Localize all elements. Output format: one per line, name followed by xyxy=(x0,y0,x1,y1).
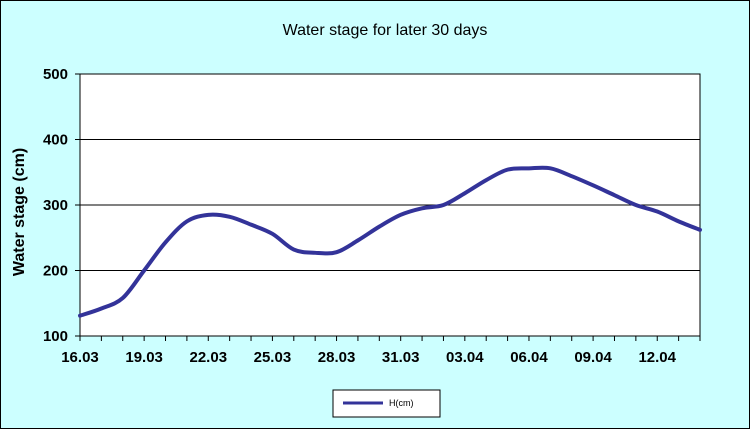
y-tick-label: 400 xyxy=(43,132,68,149)
x-tick-label: 28.03 xyxy=(318,349,356,366)
data-point xyxy=(399,213,403,217)
data-point xyxy=(228,215,232,219)
x-tick-label: 12.04 xyxy=(638,349,676,366)
data-point xyxy=(527,166,531,170)
data-point xyxy=(420,206,424,210)
series-layer xyxy=(78,165,702,318)
data-point xyxy=(570,174,574,178)
series-line xyxy=(78,165,702,318)
x-tick-label: 25.03 xyxy=(254,349,292,366)
y-tick-label: 300 xyxy=(43,197,68,214)
gridlines xyxy=(80,139,700,271)
y-tick-label: 100 xyxy=(43,328,68,345)
data-point xyxy=(164,240,168,244)
data-point xyxy=(292,248,296,252)
legend: H(cm) xyxy=(332,389,441,418)
x-tick-label: 03.04 xyxy=(446,349,484,366)
data-point xyxy=(634,203,638,207)
data-point xyxy=(142,269,146,273)
x-tick-label: 16.03 xyxy=(61,349,99,366)
data-point xyxy=(506,168,510,172)
x-axis-ticks: 16.03 19.03 22.03 25.03 28.03 31.03 03.04 06.04… xyxy=(61,336,701,366)
data-point xyxy=(356,238,360,242)
data-point xyxy=(484,178,488,182)
data-point xyxy=(591,183,595,187)
data-point xyxy=(548,166,552,170)
chart-title: Water stage for later 30 days xyxy=(283,22,488,39)
data-point xyxy=(612,193,616,197)
data-point xyxy=(78,314,82,318)
x-tick-label: 22.03 xyxy=(190,349,228,366)
data-point xyxy=(655,210,659,214)
y-tick-label: 200 xyxy=(43,263,68,280)
data-point xyxy=(249,223,253,227)
data-point xyxy=(121,296,125,300)
y-axis-label: Water stage (cm) xyxy=(11,148,28,276)
data-point xyxy=(206,213,210,217)
x-tick-label: 31.03 xyxy=(382,349,420,366)
x-tick-label: 09.04 xyxy=(574,349,612,366)
x-tick-label: 06.04 xyxy=(510,349,548,366)
data-point xyxy=(463,191,467,195)
data-point xyxy=(698,228,702,232)
data-point xyxy=(99,306,103,310)
data-point xyxy=(313,251,317,255)
y-tick-label: 500 xyxy=(43,66,68,83)
legend-label: H(cm) xyxy=(389,398,414,408)
data-point xyxy=(377,225,381,229)
data-point xyxy=(441,203,445,207)
y-axis-ticks: 100 200 300 400 500 xyxy=(43,66,80,345)
data-point xyxy=(185,219,189,223)
data-point xyxy=(677,219,681,223)
data-point xyxy=(335,250,339,254)
data-point xyxy=(270,232,274,236)
x-tick-label: 19.03 xyxy=(125,349,163,366)
